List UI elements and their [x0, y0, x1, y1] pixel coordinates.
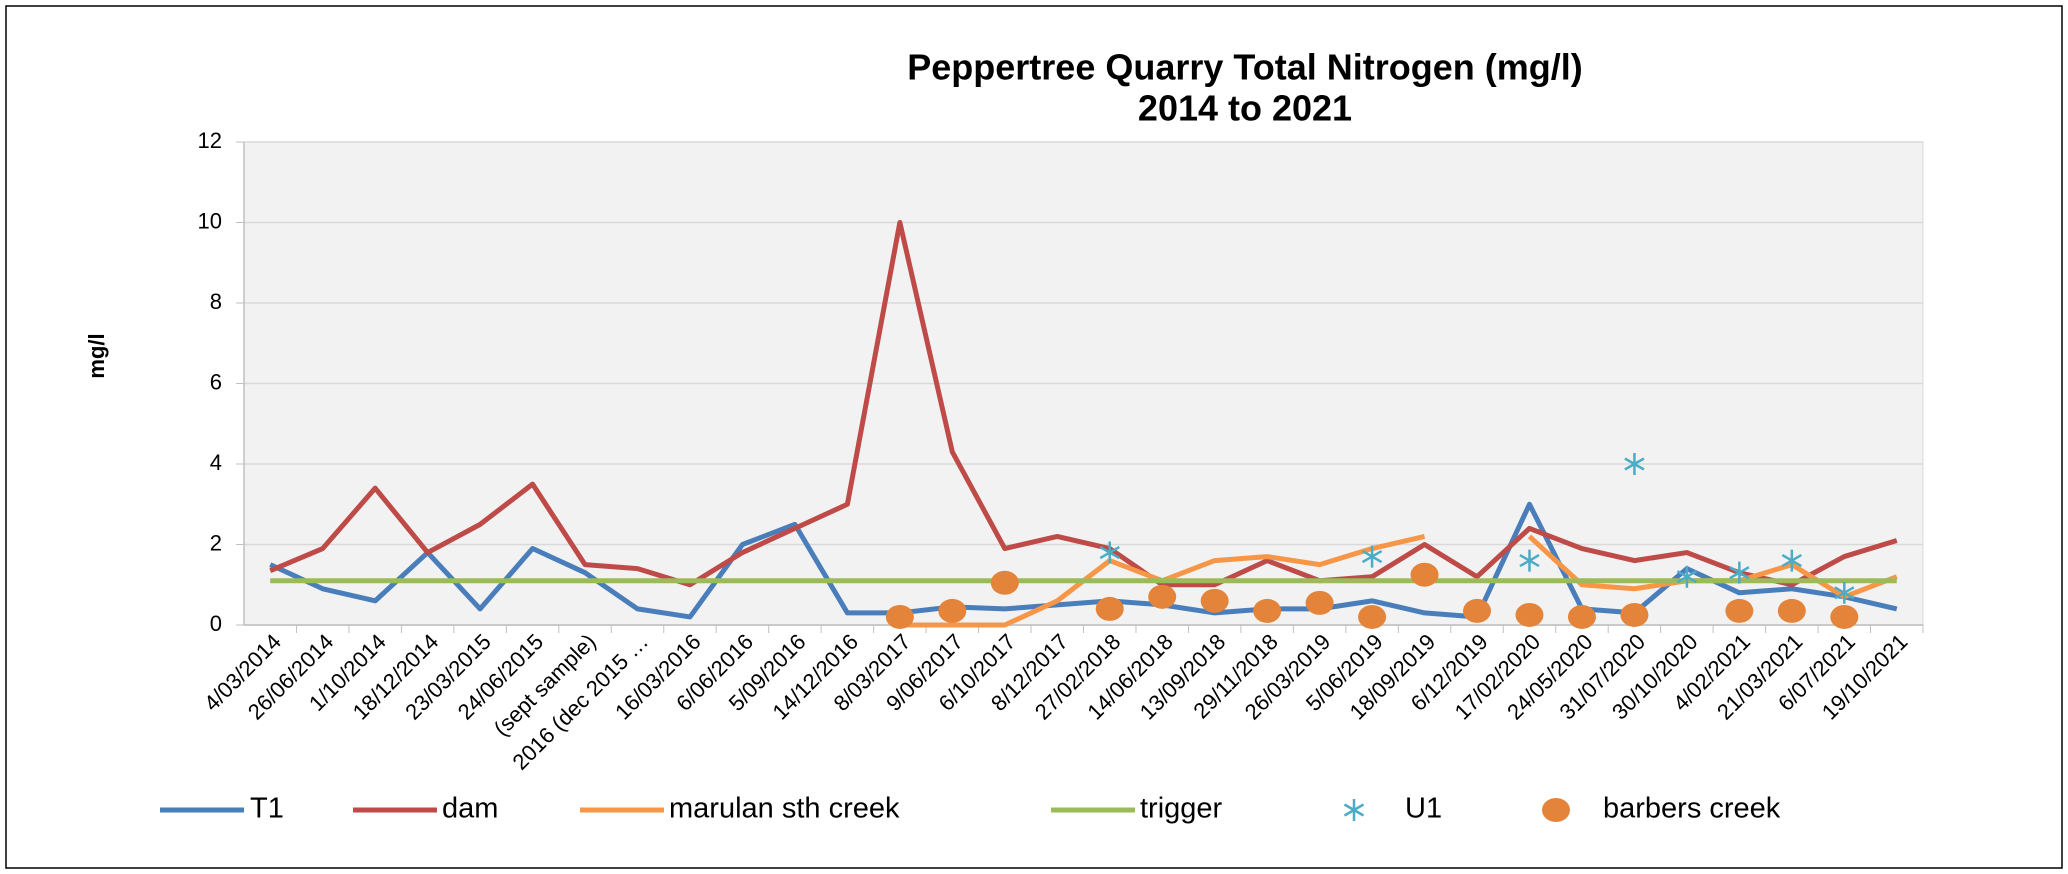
- legend-label: U1: [1405, 793, 1442, 825]
- legend-label: dam: [442, 793, 498, 825]
- dot-marker: [1095, 596, 1124, 621]
- chart-title: Peppertree Quarry Total Nitrogen (mg/l): [907, 47, 1582, 88]
- star-marker: [1343, 799, 1365, 821]
- star-marker: [1834, 581, 1855, 604]
- dot-marker: [1830, 604, 1859, 629]
- star-marker: [1729, 561, 1750, 584]
- dot-marker: [938, 598, 967, 623]
- star-marker: [1676, 565, 1698, 588]
- y-tick-label: 6: [210, 369, 222, 394]
- dot-marker: [1777, 598, 1806, 623]
- y-axis-label: mg/l: [84, 333, 109, 378]
- dot-marker: [1358, 604, 1387, 629]
- y-tick-label: 4: [210, 450, 222, 475]
- dot-marker: [1305, 590, 1334, 615]
- chart-title: 2014 to 2021: [1138, 88, 1352, 129]
- y-tick-label: 12: [198, 128, 222, 153]
- dot-marker: [1148, 584, 1177, 609]
- dot-marker: [990, 570, 1019, 595]
- dot-marker: [1620, 602, 1649, 627]
- y-tick-label: 0: [210, 611, 222, 636]
- star-marker: [1099, 541, 1120, 564]
- dot-marker: [1515, 602, 1544, 627]
- dot-marker: [1463, 598, 1492, 623]
- y-tick-label: 2: [210, 530, 222, 555]
- star-marker: [1781, 549, 1802, 572]
- y-tick-label: 10: [198, 208, 222, 233]
- dot-marker: [1410, 562, 1439, 587]
- star-marker: [1519, 549, 1540, 572]
- legend-label: trigger: [1140, 793, 1223, 825]
- legend-label: barbers creek: [1603, 793, 1781, 825]
- dot-marker: [1200, 588, 1229, 613]
- star-marker: [1624, 453, 1645, 475]
- dot-marker: [1725, 598, 1754, 623]
- star-marker: [1361, 545, 1383, 568]
- dot-marker: [1253, 598, 1282, 623]
- legend-label: T1: [250, 793, 284, 825]
- series-line: [269, 220, 1898, 588]
- legend-swatch: [1542, 798, 1570, 822]
- dot-marker: [1567, 604, 1596, 629]
- y-tick-label: 8: [210, 289, 222, 314]
- dot-marker: [885, 604, 914, 629]
- legend-label: marulan sth creek: [669, 793, 900, 825]
